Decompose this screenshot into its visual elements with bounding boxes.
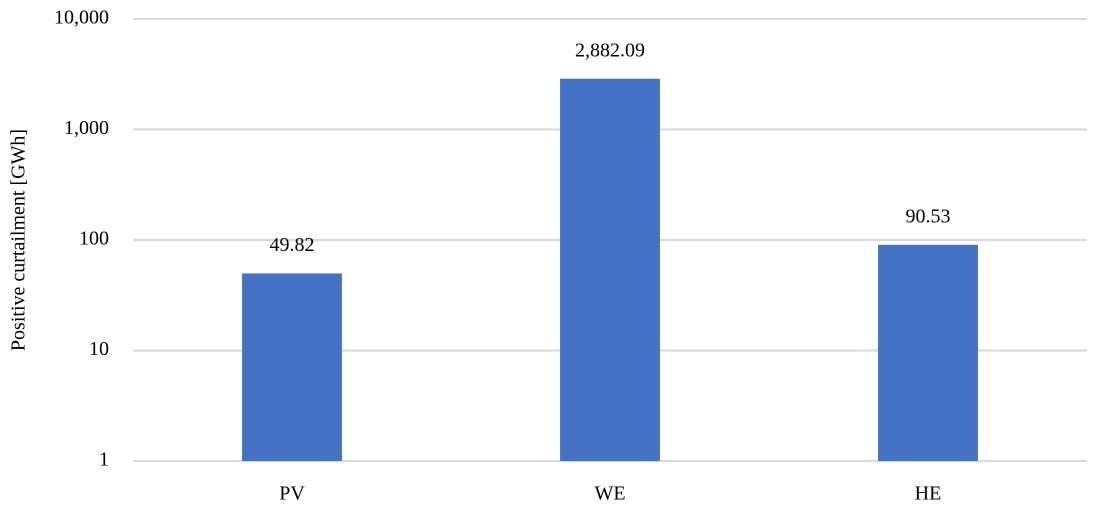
x-tick-label: HE [915,483,942,505]
bar [878,244,978,461]
y-tick-label: 10,000 [54,7,109,29]
x-tick-label: WE [594,483,625,505]
y-axis-label: Positive curtailment [GWh] [8,129,30,351]
data-label: 90.53 [906,205,951,227]
bar [242,273,342,461]
y-tick-label: 1,000 [64,117,109,139]
data-label: 2,882.09 [575,39,645,61]
y-tick-label: 1 [99,449,109,471]
bar [560,78,660,461]
x-tick-label: PV [279,483,305,505]
y-tick-label: 100 [79,228,109,250]
y-tick-label: 10 [89,338,109,360]
data-label: 49.82 [270,234,315,256]
